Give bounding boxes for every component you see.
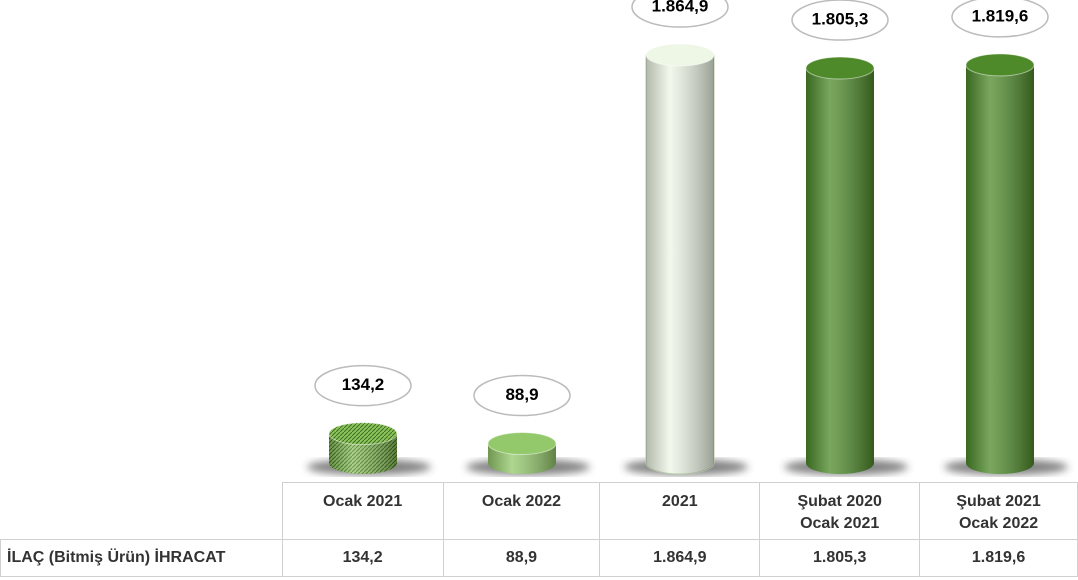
bar-top (328, 422, 398, 446)
label-bubble (473, 374, 571, 417)
series-name: İLAÇ (Bitmiş Ürün) İHRACAT (0, 539, 283, 577)
table-value: 134,2 (281, 539, 444, 577)
bar-top (645, 43, 715, 67)
data-label: 1.805,3 (812, 10, 869, 29)
category-label: Şubat 2020 Ocak 2021 (759, 482, 921, 540)
data-label: 1.864,9 (652, 0, 709, 15)
label-bubble (791, 0, 889, 41)
bar-top (487, 432, 557, 456)
bar-shading (966, 64, 1034, 474)
category-label: 2021 (599, 482, 761, 540)
bar-shading (806, 68, 874, 475)
label-bubble (631, 0, 729, 28)
category-label: Ocak 2022 (442, 482, 601, 540)
table-value: 1.805,3 (759, 539, 921, 577)
blank-cell (0, 482, 283, 540)
data-label: 134,2 (342, 375, 385, 394)
bar-top (965, 53, 1035, 77)
plot: 134,2 88,9 1.864,9 1.805,3 1.819,6 (307, 0, 1068, 475)
label-bubble (951, 0, 1049, 38)
table-value: 1.819,6 (919, 539, 1078, 577)
category-label: Ocak 2021 (281, 482, 444, 540)
category-label: Şubat 2021 Ocak 2022 (919, 482, 1078, 540)
data-table: Ocak 2021 Ocak 2022 2021 Şubat 2020 Ocak 20… (0, 482, 1078, 577)
bar-shading (646, 55, 714, 474)
bar-shading (329, 433, 397, 474)
table-value: 1.864,9 (599, 539, 761, 577)
table-value: 88,9 (442, 539, 601, 577)
label-bubble (314, 364, 412, 407)
data-label: 88,9 (505, 385, 538, 404)
bar-top (805, 56, 875, 80)
data-label: 1.819,6 (972, 6, 1029, 25)
